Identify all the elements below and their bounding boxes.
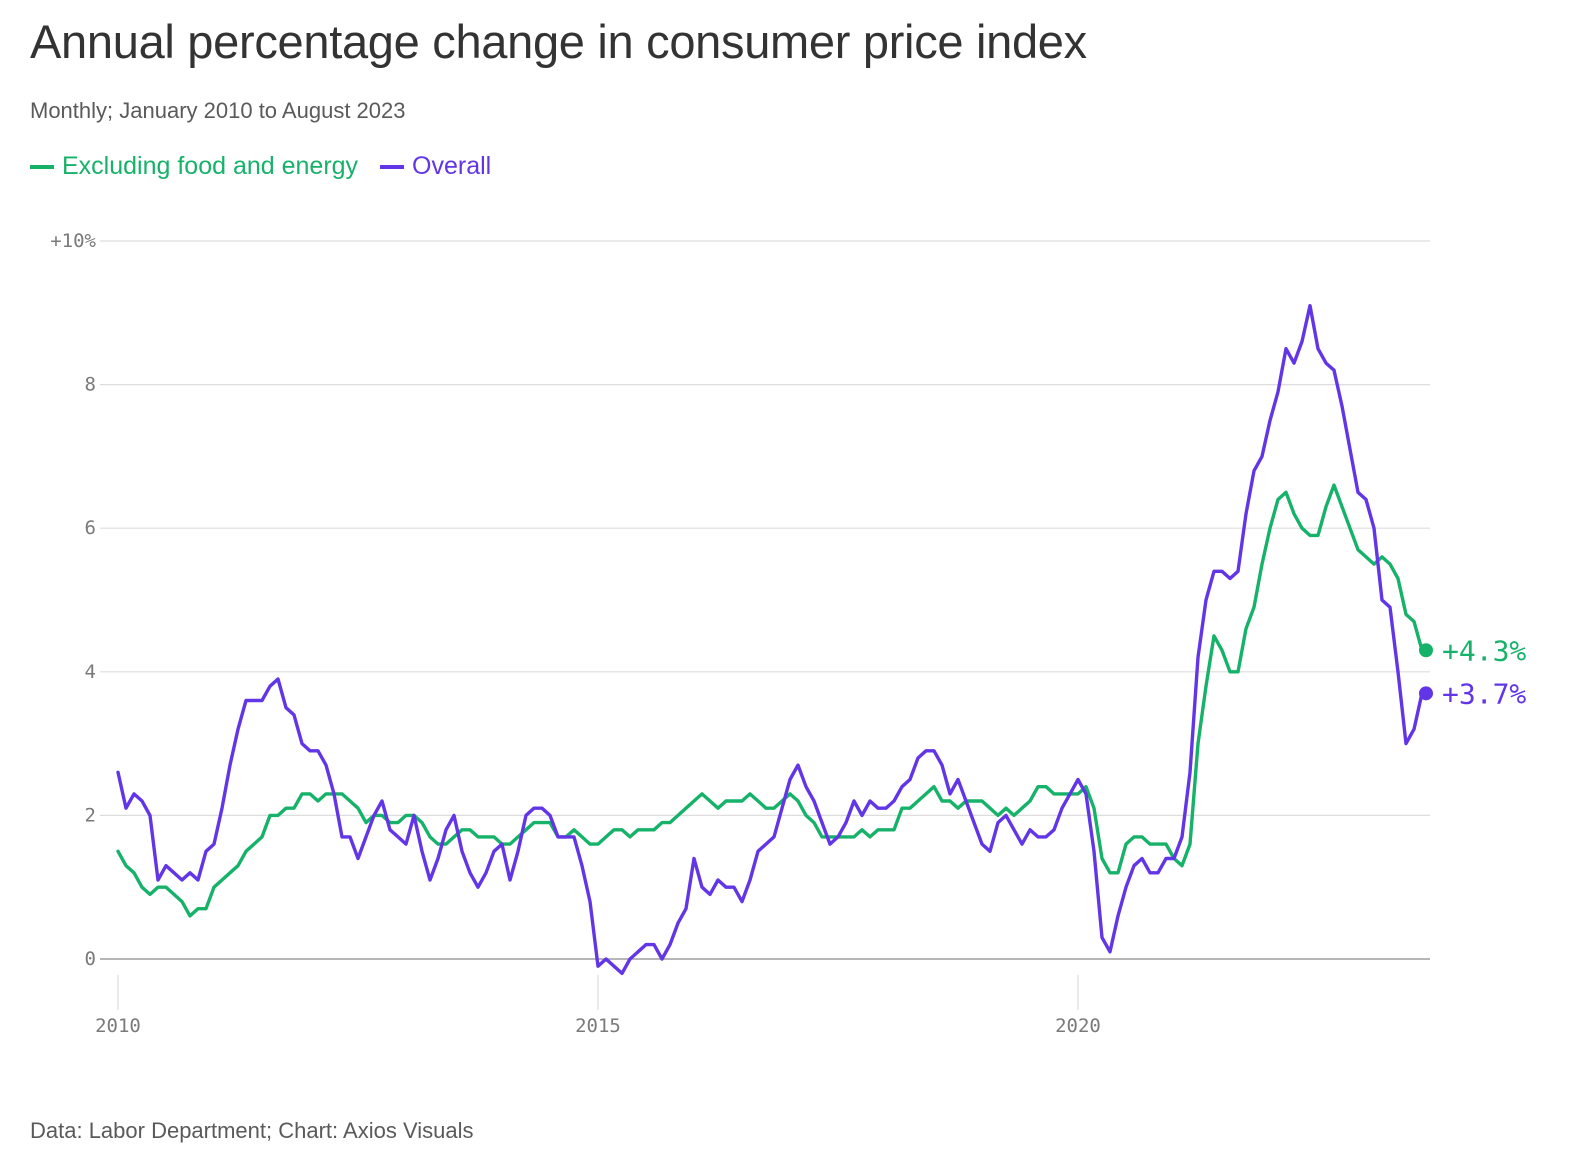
- y-tick-label: 0: [85, 948, 96, 970]
- legend-label-core: Excluding food and energy: [62, 152, 359, 180]
- source-note: Data: Labor Department; Chart: Axios Vis…: [30, 1118, 474, 1143]
- x-tick-label: 2020: [1055, 1015, 1101, 1037]
- x-tick-label: 2010: [95, 1015, 141, 1037]
- legend: Excluding food and energy Overall: [30, 152, 513, 181]
- y-tick-label: 8: [85, 374, 96, 396]
- chart-title: Annual percentage change in consumer pri…: [30, 15, 1087, 68]
- end-label-core: +4.3%: [1442, 634, 1526, 667]
- legend-item-core: Excluding food and energy: [30, 152, 358, 181]
- series-line-overall: [116, 303, 1424, 976]
- grid-layer: +10% 8 6 4 2 0 2010 2015 2020: [50, 230, 1430, 1037]
- x-tick-label: 2015: [575, 1015, 621, 1037]
- y-tick-label: 2: [85, 804, 96, 826]
- legend-item-overall: Overall: [380, 152, 491, 181]
- legend-swatch-overall: [380, 164, 405, 169]
- y-tick-label: +10%: [50, 230, 96, 252]
- label-layer: +4.3% +3.7%: [1419, 634, 1526, 710]
- series-layer: [116, 303, 1424, 976]
- y-tick-label: 4: [85, 661, 96, 683]
- end-point-overall: [1419, 686, 1433, 701]
- series-line-core: [116, 483, 1424, 918]
- end-point-core: [1419, 643, 1433, 658]
- legend-label-overall: Overall: [412, 152, 492, 180]
- legend-swatch-core: [30, 164, 54, 169]
- y-tick-label: 6: [85, 517, 96, 539]
- end-label-overall: +3.7%: [1442, 677, 1526, 710]
- chart-subtitle: Monthly; January 2010 to August 2023: [30, 98, 406, 123]
